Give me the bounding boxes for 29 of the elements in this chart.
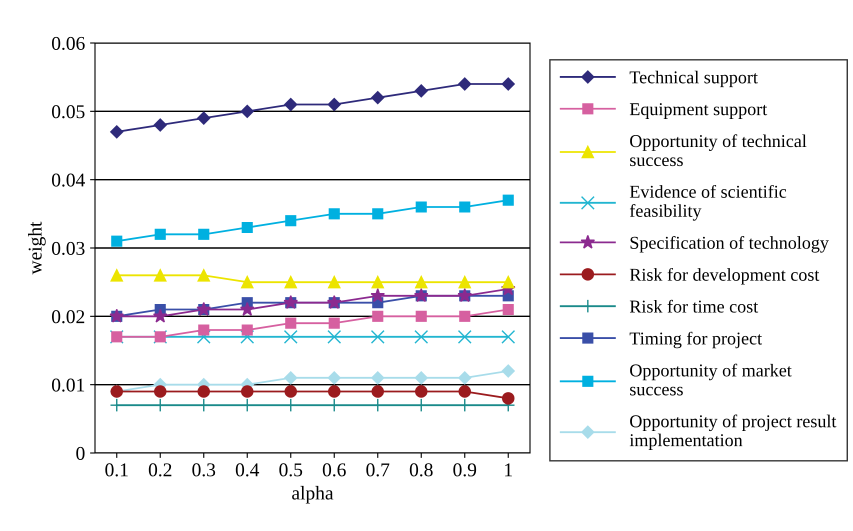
legend-label: Opportunity of project result implementation [630, 414, 836, 450]
legend-label: Risk for time cost [630, 300, 758, 313]
x-tick-label: 0.1 [105, 463, 128, 476]
x-tick-label: 0.4 [236, 463, 260, 476]
legend-label: Risk for development cost [630, 268, 820, 285]
x-axis-title: alpha [292, 486, 334, 504]
y-tick-label: 0.06 [52, 36, 85, 50]
x-tick-label: 0.8 [410, 463, 433, 476]
legend-label: Specification of technology [630, 236, 829, 253]
legend-label: Opportunity of market success [630, 364, 792, 396]
x-tick-label: 0.3 [192, 463, 216, 476]
y-tick-label: 0.03 [52, 242, 85, 256]
x-tick-label: 0.7 [366, 463, 390, 476]
x-tick-label: 0.9 [453, 463, 476, 476]
legend-label: Timing for project [630, 332, 762, 348]
y-tick-label: 0 [76, 446, 85, 460]
y-tick-label: 0.04 [52, 173, 85, 187]
legend-label: Evidence of scientific feasibility [630, 184, 786, 221]
legend-label: Opportunity of technical success [630, 134, 806, 166]
legend-label: Equipment support [630, 103, 768, 119]
y-axis-title: weight [28, 222, 46, 274]
x-tick-label: 1 [505, 463, 512, 476]
legend-label: Technical support [630, 70, 758, 88]
y-tick-label: 0.01 [52, 378, 84, 392]
x-tick-label: 0.2 [148, 463, 172, 476]
y-tick-label: 0.05 [52, 105, 85, 118]
x-tick-label: 0.5 [279, 463, 302, 476]
y-tick-label: 0.02 [52, 310, 84, 324]
x-tick-label: 0.6 [322, 463, 346, 476]
